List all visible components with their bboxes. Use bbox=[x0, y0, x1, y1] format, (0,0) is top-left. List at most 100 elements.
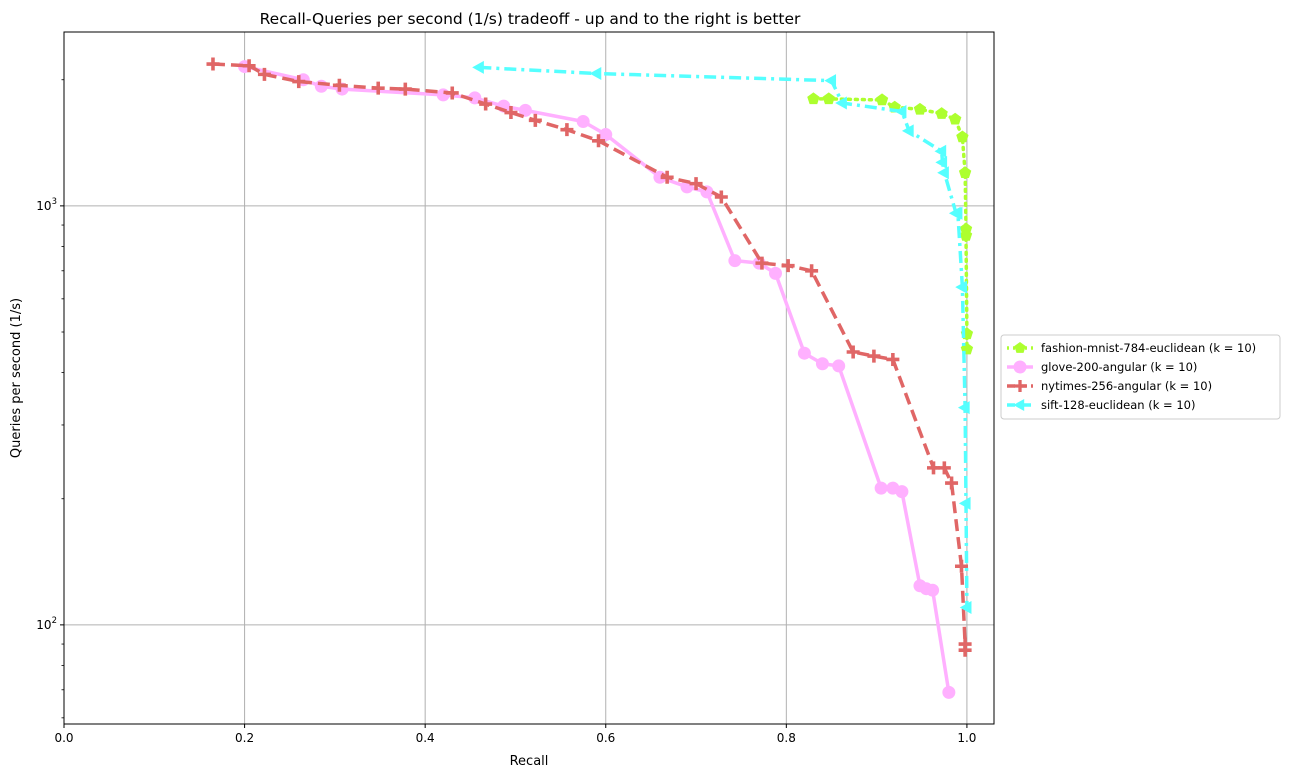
y-tick-exponent: 3 bbox=[52, 197, 57, 207]
legend-label: sift-128-euclidean (k = 10) bbox=[1041, 398, 1195, 412]
series-1 bbox=[238, 60, 956, 699]
series-line bbox=[212, 62, 967, 651]
x-tick-label: 0.2 bbox=[235, 731, 254, 745]
legend-marker bbox=[1014, 342, 1026, 353]
legend-item: glove-200-angular (k = 10) bbox=[1007, 360, 1197, 374]
data-point bbox=[959, 228, 973, 241]
data-point bbox=[846, 345, 860, 359]
data-point bbox=[824, 74, 837, 88]
data-point bbox=[942, 685, 956, 699]
legend-item: nytimes-256-angular (k = 10) bbox=[1007, 379, 1212, 393]
data-point bbox=[518, 103, 532, 117]
y-tick-label: 103 bbox=[36, 197, 57, 213]
data-point bbox=[599, 128, 613, 142]
data-point bbox=[805, 264, 819, 278]
series-layer bbox=[206, 57, 974, 699]
data-point bbox=[955, 280, 967, 294]
data-point bbox=[901, 124, 914, 138]
data-point bbox=[660, 170, 674, 184]
data-point bbox=[895, 485, 909, 499]
data-point bbox=[945, 476, 959, 490]
legend: fashion-mnist-784-euclidean (k = 10) glov… bbox=[1000, 334, 1281, 420]
data-point bbox=[768, 266, 782, 280]
legend-label: glove-200-angular (k = 10) bbox=[1041, 360, 1197, 374]
x-axis-label: Recall bbox=[510, 754, 549, 769]
data-point bbox=[589, 66, 602, 80]
data-point bbox=[937, 461, 951, 475]
data-point bbox=[755, 256, 769, 270]
data-point bbox=[592, 134, 606, 148]
series-line bbox=[811, 97, 969, 351]
data-point bbox=[528, 113, 542, 127]
data-point bbox=[436, 88, 450, 102]
y-axis-label: Queries per second (1/s) bbox=[9, 298, 24, 458]
series-2 bbox=[206, 57, 972, 657]
legend-label: nytimes-256-angular (k = 10) bbox=[1041, 379, 1212, 393]
data-point bbox=[242, 59, 256, 73]
data-point bbox=[958, 643, 972, 657]
data-point bbox=[815, 357, 829, 371]
data-point bbox=[934, 144, 947, 158]
data-point bbox=[935, 155, 948, 169]
data-point bbox=[958, 496, 971, 510]
data-point bbox=[576, 114, 590, 128]
data-point bbox=[894, 104, 907, 118]
data-point bbox=[398, 82, 412, 96]
legend-marker bbox=[1013, 399, 1025, 411]
data-point bbox=[926, 583, 940, 597]
data-point bbox=[957, 401, 970, 415]
data-point bbox=[959, 601, 972, 615]
y-tick-exponent: 2 bbox=[52, 616, 57, 626]
y-tick-base: 10 bbox=[36, 618, 51, 632]
data-point bbox=[956, 130, 969, 143]
data-point bbox=[948, 112, 962, 125]
series-line bbox=[479, 65, 969, 608]
data-point bbox=[822, 92, 835, 105]
legend-box bbox=[1000, 334, 1281, 420]
data-point bbox=[927, 461, 941, 475]
data-point bbox=[714, 190, 728, 204]
data-point bbox=[445, 86, 459, 100]
x-tick-label: 0.4 bbox=[416, 731, 435, 745]
data-point bbox=[875, 93, 889, 106]
data-point bbox=[332, 78, 346, 92]
legend-marker bbox=[1013, 360, 1027, 374]
data-point bbox=[937, 166, 949, 180]
data-point bbox=[371, 81, 385, 95]
legend-label: fashion-mnist-784-euclidean (k = 10) bbox=[1041, 341, 1256, 355]
data-point bbox=[560, 123, 574, 137]
series-line bbox=[244, 64, 951, 693]
series-0 bbox=[807, 92, 974, 355]
series-3 bbox=[472, 60, 972, 615]
data-point bbox=[950, 206, 963, 220]
x-tick-label: 0.8 bbox=[777, 731, 796, 745]
data-point bbox=[689, 177, 703, 191]
data-point bbox=[954, 559, 968, 573]
y-tick-base: 10 bbox=[36, 199, 51, 213]
data-point bbox=[504, 106, 518, 120]
data-point bbox=[472, 60, 484, 74]
data-point bbox=[257, 67, 271, 81]
chart-title: Recall-Queries per second (1/s) tradeoff… bbox=[260, 10, 801, 28]
legend-item: sift-128-euclidean (k = 10) bbox=[1007, 398, 1195, 412]
x-tick-label: 1.0 bbox=[957, 731, 976, 745]
x-axis-ticks: 0.0 0.2 0.4 0.6 0.8 1.0 bbox=[54, 724, 976, 745]
data-point bbox=[807, 92, 820, 105]
legend-marker bbox=[1014, 380, 1026, 392]
legend-item: fashion-mnist-784-euclidean (k = 10) bbox=[1007, 341, 1256, 355]
x-tick-label: 0.0 bbox=[54, 731, 73, 745]
data-point bbox=[479, 97, 493, 111]
data-point bbox=[206, 57, 220, 71]
data-point bbox=[958, 166, 972, 178]
data-point bbox=[886, 352, 900, 366]
data-point bbox=[835, 96, 847, 110]
data-point bbox=[935, 107, 948, 119]
data-point bbox=[867, 349, 881, 363]
x-tick-label: 0.6 bbox=[596, 731, 615, 745]
data-point bbox=[797, 346, 811, 360]
data-point bbox=[292, 75, 306, 89]
data-point bbox=[832, 359, 846, 373]
data-point bbox=[781, 259, 795, 273]
